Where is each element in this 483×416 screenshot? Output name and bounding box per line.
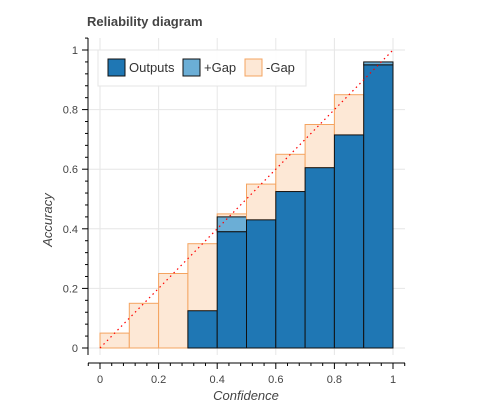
- y-axis-title: Accuracy: [40, 192, 55, 248]
- legend-swatch-minus-gap: [244, 58, 263, 77]
- output-bar: [246, 219, 277, 349]
- y-tick-label: 0.4: [63, 224, 78, 236]
- output-bar: [304, 167, 335, 349]
- x-tick-label: 0.2: [151, 374, 166, 386]
- x-tick-label: 1: [390, 374, 396, 386]
- plus-gap-bar: [216, 216, 247, 233]
- minus-gap-bar: [246, 183, 277, 221]
- y-tick-label: 0.2: [63, 283, 78, 295]
- chart-title: Reliability diagram: [87, 14, 203, 29]
- output-bar: [216, 231, 247, 349]
- y-tick-label: 0.6: [63, 164, 78, 176]
- y-tick-label: 0: [72, 343, 78, 355]
- y-tick-label: 1: [72, 45, 78, 57]
- y-tick-label: 0.8: [63, 105, 78, 117]
- x-tick-label: 0.8: [327, 374, 342, 386]
- minus-gap-bar: [187, 243, 218, 312]
- output-bar: [363, 64, 394, 349]
- minus-gap-bar: [99, 332, 130, 349]
- legend: Outputs +Gap -Gap: [97, 49, 307, 87]
- minus-gap-bar: [275, 153, 306, 193]
- x-axis-title: Confidence: [213, 388, 279, 403]
- output-bar: [333, 134, 365, 349]
- minus-gap-bar: [304, 124, 335, 169]
- output-bars: [187, 64, 394, 349]
- legend-label-minus-gap: -Gap: [266, 60, 295, 75]
- legend-label-plus-gap: +Gap: [204, 60, 236, 75]
- minus-gap-bar: [128, 302, 160, 349]
- legend-swatch-outputs: [107, 58, 126, 77]
- axes: 0 0.2 0.4 0.6 0.8 1 0 0.2 0.4 0.6 0.8 1: [63, 37, 406, 386]
- legend-label-outputs: Outputs: [129, 60, 175, 75]
- minus-gap-bar: [333, 94, 365, 136]
- minus-gap-bar: [158, 273, 189, 349]
- x-tick-label: 0.4: [210, 374, 225, 386]
- output-bar: [275, 191, 306, 349]
- x-tick-label: 0: [97, 374, 103, 386]
- legend-swatch-plus-gap: [182, 58, 201, 77]
- x-tick-label: 0.6: [268, 374, 283, 386]
- output-bar: [187, 310, 218, 349]
- legend-box: [97, 49, 307, 87]
